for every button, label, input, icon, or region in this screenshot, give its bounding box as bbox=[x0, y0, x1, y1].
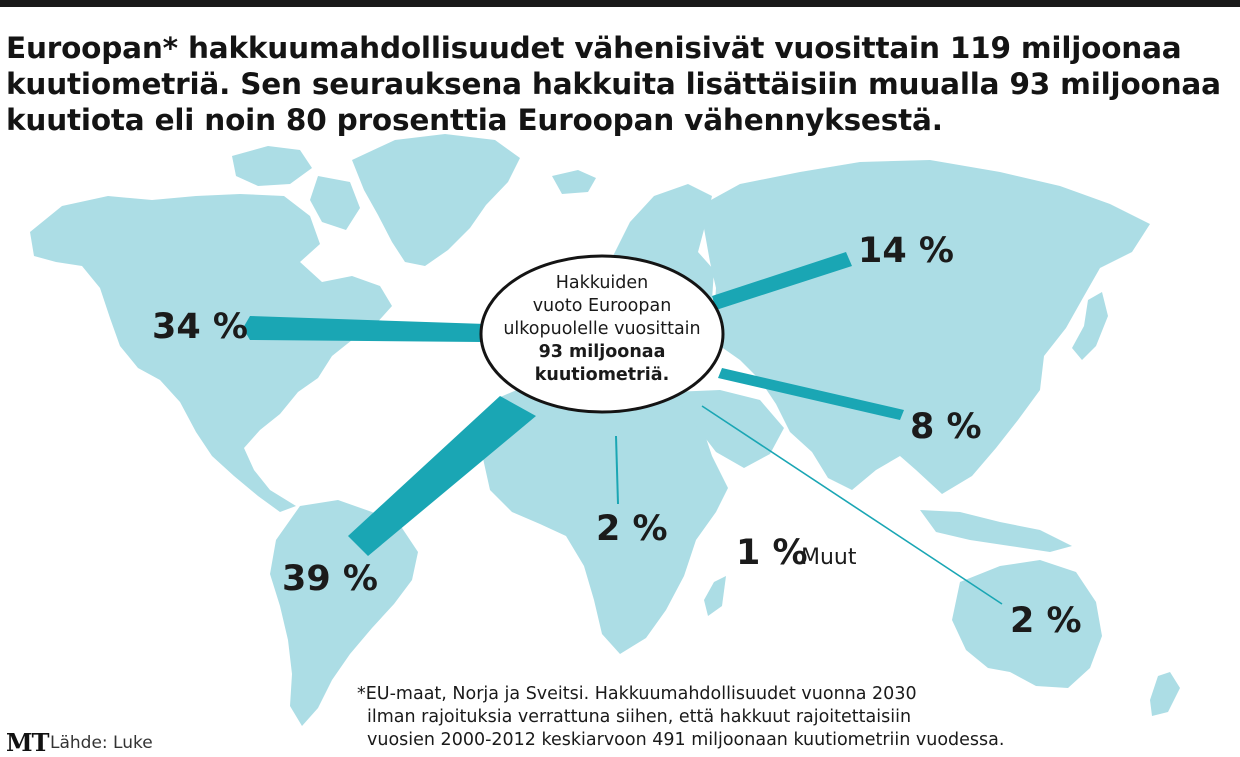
bubble-line-2: vuoto Euroopan bbox=[532, 296, 672, 316]
headline-line-2: kuutiometriä. Sen seurauksena hakkuita l… bbox=[6, 67, 1221, 101]
flow-russia bbox=[712, 252, 852, 310]
footnote-line-1: *EU-maat, Norja ja Sveitsi. Hakkuumahdol… bbox=[357, 684, 917, 704]
land-asia bbox=[700, 160, 1150, 494]
headline-line-3: kuutiota eli noin 80 prosenttia Euroopan… bbox=[6, 103, 943, 137]
label-south-america: 39 % bbox=[282, 559, 378, 599]
land-baffin bbox=[310, 176, 360, 230]
land-new-zealand bbox=[1150, 672, 1180, 716]
flow-north-america bbox=[243, 316, 486, 342]
footnote-line-3: vuosien 2000-2012 keskiarvoon 491 miljoo… bbox=[367, 730, 1005, 750]
land-arctic-islands bbox=[232, 146, 312, 186]
land-north-america bbox=[30, 194, 392, 512]
bubble-text: Hakkuiden vuoto Euroopan ulkopuolelle vu… bbox=[479, 272, 725, 387]
label-china: 8 % bbox=[910, 407, 982, 447]
mt-logo: MT bbox=[6, 728, 49, 757]
flow-china bbox=[718, 368, 904, 420]
headline-line-1: Euroopan* hakkuumahdollisuudet vähenisiv… bbox=[6, 31, 1182, 65]
land-japan bbox=[1072, 292, 1108, 360]
flow-africa bbox=[615, 435, 619, 505]
land-arabia bbox=[672, 390, 784, 468]
footnote-line-2: ilman rajoituksia verrattuna siihen, ett… bbox=[367, 707, 912, 727]
label-north-america: 34 % bbox=[152, 307, 248, 347]
bubble-line-1: Hakkuiden bbox=[555, 273, 649, 293]
bubble-line-4: 93 miljoonaa bbox=[538, 342, 666, 362]
land-south-america bbox=[270, 500, 418, 726]
land-iceland bbox=[552, 170, 596, 194]
footnote: *EU-maat, Norja ja Sveitsi. Hakkuumahdol… bbox=[357, 683, 1117, 752]
land-indonesia bbox=[920, 510, 1072, 552]
land-africa bbox=[482, 376, 728, 654]
label-other: 1 % bbox=[736, 533, 808, 573]
source-credit: Lähde: Luke bbox=[50, 733, 153, 753]
flow-south-america bbox=[348, 396, 536, 556]
bubble-line-3: ulkopuolelle vuosittain bbox=[503, 319, 701, 339]
label-africa: 2 % bbox=[596, 509, 668, 549]
label-other-note: Muut bbox=[801, 545, 857, 570]
label-oceania: 2 % bbox=[1010, 601, 1082, 641]
flow-oceania bbox=[701, 405, 1003, 605]
bubble-line-5: kuutiometriä. bbox=[534, 365, 670, 385]
headline: Euroopan* hakkuumahdollisuudet vähenisiv… bbox=[6, 30, 1236, 138]
land-greenland bbox=[352, 134, 520, 266]
land-madagascar bbox=[704, 576, 726, 616]
top-rule bbox=[0, 0, 1240, 7]
label-russia: 14 % bbox=[858, 231, 954, 271]
leakage-bubble bbox=[479, 254, 725, 414]
land-australia bbox=[952, 560, 1102, 688]
